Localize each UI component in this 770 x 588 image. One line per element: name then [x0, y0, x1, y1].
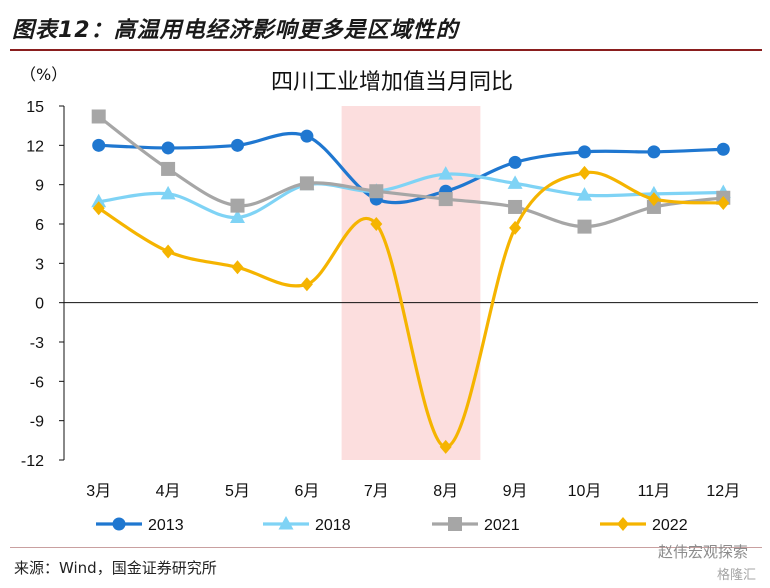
data-point-2022 [231, 260, 244, 275]
data-point-2013 [231, 138, 244, 152]
title-rule [10, 49, 762, 51]
y-tick-label: 0 [35, 296, 44, 313]
y-tick-label: 12 [26, 138, 44, 155]
legend-marker-2022 [617, 517, 629, 531]
y-tick-label: -3 [30, 335, 44, 352]
data-point-2022 [370, 217, 383, 231]
x-tick-label: 3月 [86, 483, 111, 500]
data-point-2022 [162, 244, 175, 259]
data-point-2022 [509, 220, 522, 235]
data-point-2013 [300, 129, 314, 143]
x-tick-label: 6月 [294, 483, 319, 500]
data-point-2018 [91, 193, 107, 208]
watermark-text: 赵伟宏观探索 [657, 543, 748, 561]
x-tick-label: 7月 [364, 483, 389, 500]
data-point-2018 [577, 187, 592, 201]
x-tick-label: 12月 [706, 483, 740, 500]
legend-label-2022: 2022 [652, 517, 688, 534]
footer-rule [10, 547, 762, 548]
data-point-2021 [161, 161, 176, 176]
x-tick-label: 11月 [638, 483, 671, 500]
data-point-2021 [646, 199, 661, 214]
x-tick-label: 10月 [568, 483, 602, 500]
x-tick-label: 9月 [503, 483, 528, 500]
data-point-2022 [647, 192, 660, 207]
legend-label-2018: 2018 [315, 517, 351, 534]
data-point-2013 [647, 145, 661, 159]
data-point-2022 [717, 196, 730, 211]
series-line-2013 [98, 131, 724, 205]
y-tick-label: 6 [35, 217, 44, 234]
legend-marker-2021 [448, 517, 462, 531]
data-point-2021 [577, 219, 592, 234]
legend-label-2021: 2021 [484, 517, 520, 534]
y-tick-label: -9 [30, 414, 44, 431]
data-point-2021 [438, 192, 453, 207]
data-point-2018 [507, 175, 523, 189]
figure-title: 图表12：高温用电经济影响更多是区域性的 [12, 18, 459, 43]
data-point-2013 [508, 155, 522, 169]
data-point-2022 [92, 201, 105, 216]
data-point-2018 [230, 209, 245, 223]
highlight-region [341, 106, 481, 460]
series-line-2018 [98, 172, 724, 220]
data-point-2022 [439, 439, 452, 454]
data-point-2021 [508, 199, 523, 214]
data-point-2018 [160, 185, 176, 200]
data-point-2013 [578, 145, 591, 159]
watermark-sub-text: 格隆汇 [716, 568, 756, 583]
x-tick-label: 5月 [225, 483, 250, 500]
series-line-2021 [97, 115, 724, 229]
y-tick-label: -6 [30, 374, 44, 391]
data-point-2018 [438, 166, 454, 180]
legend-label-2013: 2013 [148, 517, 184, 534]
chart-title: 四川工业增加值当月同比 [271, 70, 513, 95]
y-tick-label: 9 [35, 178, 44, 195]
y-tick-label: 15 [26, 99, 44, 116]
data-point-2013 [161, 141, 175, 155]
y-tick-label: -12 [21, 453, 44, 470]
source-note: 来源：Wind，国金证券研究所 [14, 559, 217, 577]
x-tick-label: 4月 [156, 483, 181, 500]
x-tick-label: 8月 [433, 483, 458, 500]
data-point-2021 [230, 198, 245, 213]
series-2022 [92, 165, 730, 454]
data-point-2013 [92, 138, 106, 152]
series-line-2022 [97, 170, 724, 449]
y-axis-label: （%） [20, 65, 67, 84]
data-point-2022 [578, 165, 591, 180]
y-tick-label: 3 [35, 256, 44, 273]
legend-marker-2013 [112, 517, 126, 531]
data-point-2013 [716, 142, 730, 156]
data-point-2021 [299, 176, 314, 191]
data-point-2022 [300, 277, 313, 292]
chart: 15 12 9 6 3 0 -3 -6 -9 -12 3月 4月 5月 6月 7月 8月 9月 10月 11月 12月… [20, 65, 758, 534]
series-2013 [92, 129, 730, 206]
data-point-2021 [369, 184, 384, 199]
legend-marker-2018 [278, 516, 294, 530]
data-point-2021 [91, 109, 106, 124]
